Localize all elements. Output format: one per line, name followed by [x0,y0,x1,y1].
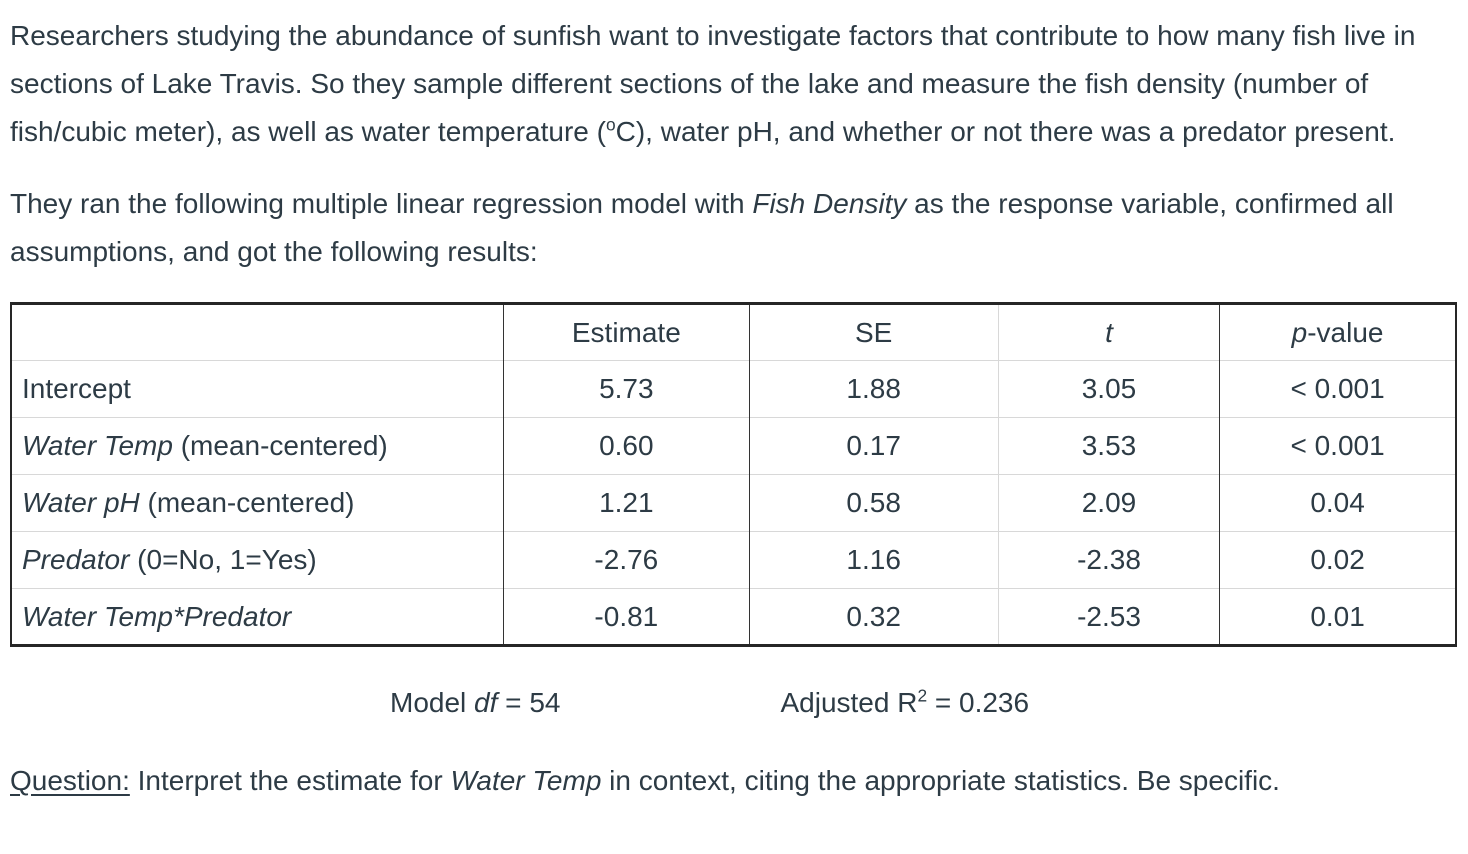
header-cell-pvalue: p-value [1291,316,1384,348]
intro-text-1: Researchers studying the abundance of su… [10,20,1416,147]
p-cell: < 0.001 [1219,417,1456,475]
question-variable-name: Water Temp [450,765,602,796]
estimate-cell: 5.73 [503,360,750,418]
r2-superscript: 2 [917,685,928,706]
table-header-row: Estimate SE t p-value [11,303,1456,361]
model-intro-text-2: as the response variable, confirmed all … [10,188,1394,267]
regression-results-table: Estimate SE t p-value Intercept 5.73 1.8… [10,302,1457,647]
estimate-cell: -0.81 [503,588,750,646]
p-cell: 0.02 [1219,531,1456,589]
header-cell-blank [11,303,505,361]
row-label: Water Temp (mean-centered) [11,417,505,475]
intro-paragraph: Researchers studying the abundance of su… [10,12,1458,156]
t-cell: 3.05 [998,360,1221,418]
se-cell: 1.16 [749,531,999,589]
header-cell-t: t [998,303,1221,361]
p-cell: < 0.001 [1219,360,1456,418]
se-cell: 0.58 [749,474,999,532]
estimate-cell: 1.21 [503,474,750,532]
question-text-1: Interpret the estimate for [129,765,451,796]
t-cell: 2.09 [998,474,1221,532]
model-df-stat: Model df = 54 [390,687,561,718]
adjusted-r2-stat: Adjusted R2 = 0.236 [780,685,1030,718]
model-intro-text-1: They ran the following multiple linear r… [10,188,753,219]
response-variable-name: Fish Density [752,188,907,219]
model-intro-paragraph: They ran the following multiple linear r… [10,180,1458,276]
header-cell-estimate: Estimate [503,303,750,361]
model-stats-line: Model df = 54 Adjusted R2 = 0.236 [10,683,1458,723]
t-cell: 3.53 [998,417,1221,475]
table-row-interaction: Water Temp*Predator -0.81 0.32 -2.53 0.0… [11,588,1456,646]
table-row-intercept: Intercept 5.73 1.88 3.05 < 0.001 [11,360,1456,418]
se-cell: 1.88 [749,360,999,418]
row-label: Water pH (mean-centered) [11,474,505,532]
row-label: Predator (0=No, 1=Yes) [11,531,505,589]
p-cell: 0.01 [1219,588,1456,646]
degree-superscript: o [605,114,616,135]
se-cell: 0.17 [749,417,999,475]
table-row-predator: Predator (0=No, 1=Yes) -2.76 1.16 -2.38 … [11,531,1456,589]
row-label: Intercept [11,360,505,418]
estimate-cell: 0.60 [503,417,750,475]
table-row-water-ph: Water pH (mean-centered) 1.21 0.58 2.09 … [11,474,1456,532]
t-cell: -2.53 [998,588,1221,646]
table-row-water-temp: Water Temp (mean-centered) 0.60 0.17 3.5… [11,417,1456,475]
header-cell-se: SE [749,303,999,361]
question-label: Question: [10,765,130,796]
question-paragraph: Question: Interpret the estimate for Wat… [10,759,1458,803]
intro-text-2: C), water pH, and whether or not there w… [615,116,1396,147]
p-cell: 0.04 [1219,474,1456,532]
row-label: Water Temp*Predator [11,588,505,646]
t-cell: -2.38 [998,531,1221,589]
estimate-cell: -2.76 [503,531,750,589]
se-cell: 0.32 [749,588,999,646]
question-text-2: in context, citing the appropriate stati… [601,765,1280,796]
